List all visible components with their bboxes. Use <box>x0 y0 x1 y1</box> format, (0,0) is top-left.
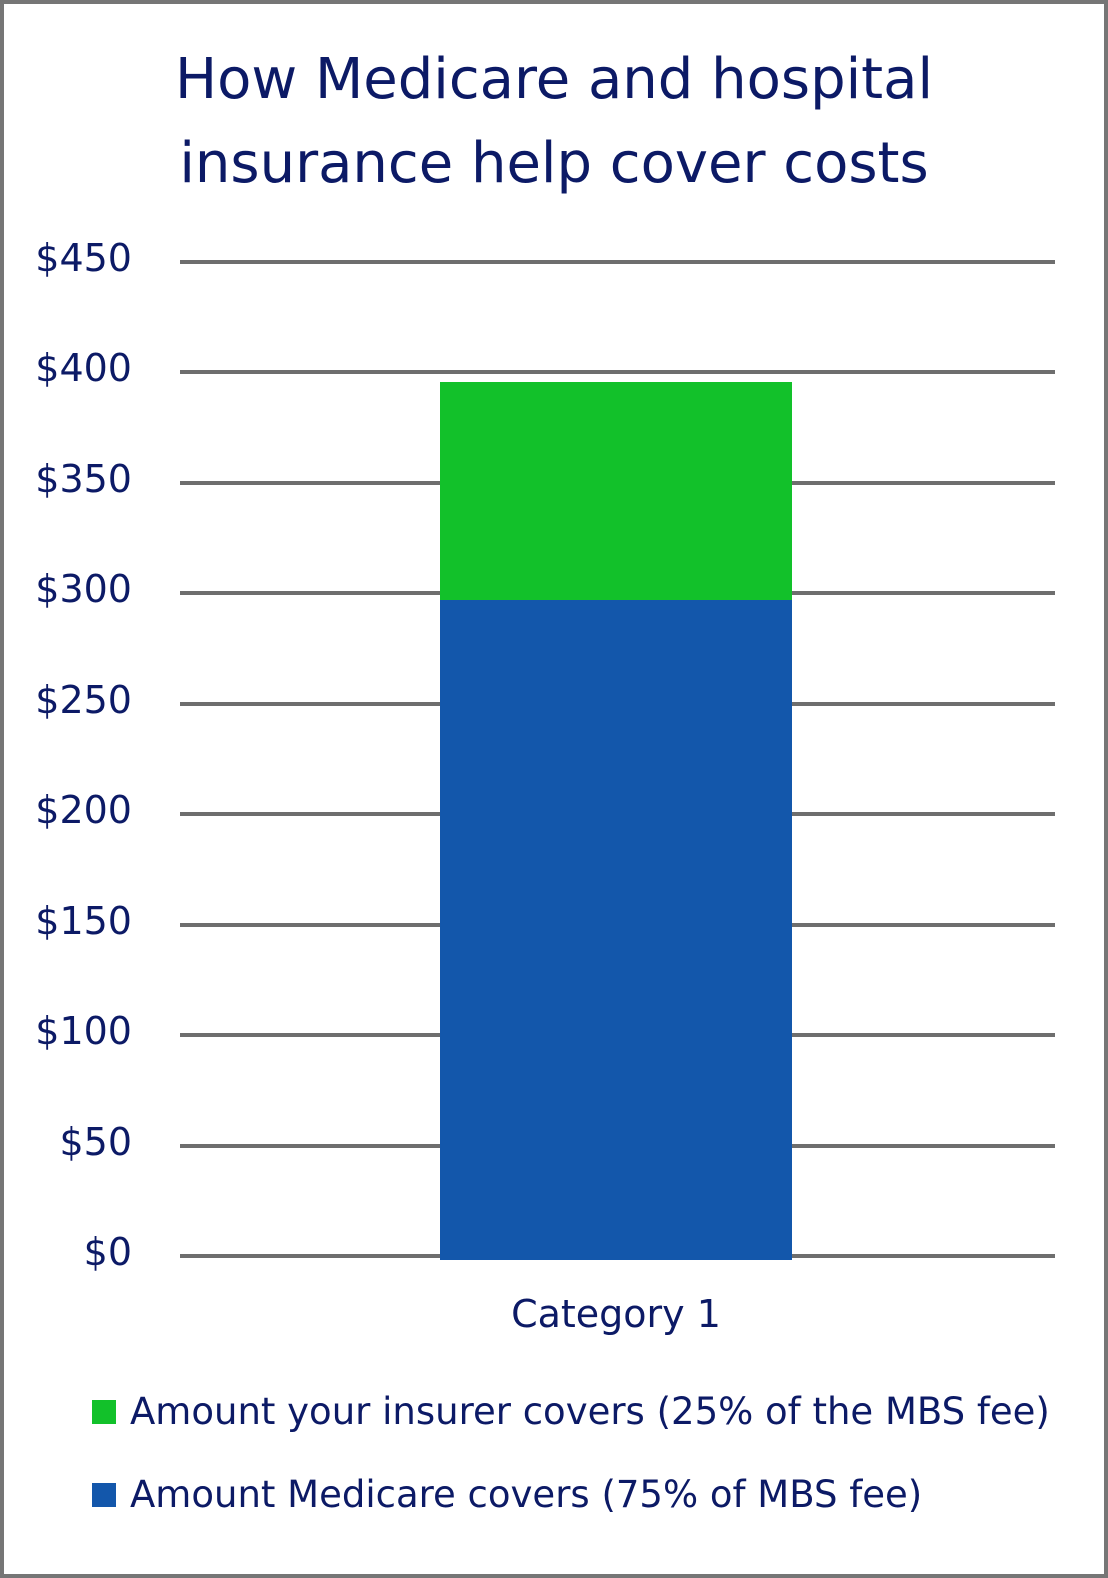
y-tick-label: $300 <box>35 567 132 611</box>
y-tick-label: $350 <box>35 456 132 501</box>
y-tick-label: $200 <box>35 788 132 832</box>
bar-insurer <box>440 382 792 600</box>
gridline <box>180 370 1055 374</box>
legend-swatch-green <box>92 1399 116 1424</box>
bar-medicare <box>440 600 792 1260</box>
y-tick-label: $400 <box>35 346 132 390</box>
y-tick-label: $50 <box>59 1119 132 1164</box>
legend-item-insurer: Amount your insurer covers (25% of the M… <box>92 1390 1050 1433</box>
y-tick-label: $250 <box>35 677 132 722</box>
title-line-2: insurance help cover costs <box>179 131 929 196</box>
title-line-1: How Medicare and hospital <box>174 47 934 112</box>
legend-swatch-blue <box>92 1482 116 1507</box>
y-tick-label: $0 <box>83 1230 132 1274</box>
legend-item-medicare: Amount Medicare covers (75% of MBS fee) <box>92 1473 922 1516</box>
legend-label: Amount Medicare covers (75% of MBS fee) <box>130 1473 923 1516</box>
y-tick-label: $100 <box>35 1009 132 1053</box>
gridline <box>180 259 1055 264</box>
y-tick-label: $450 <box>35 235 132 280</box>
y-tick-label: $150 <box>35 898 132 943</box>
x-tick-label: Category 1 <box>511 1292 721 1336</box>
chart-title: How Medicare and hospital insurance help… <box>0 38 1108 206</box>
legend-label: Amount your insurer covers (25% of the M… <box>130 1390 1050 1433</box>
